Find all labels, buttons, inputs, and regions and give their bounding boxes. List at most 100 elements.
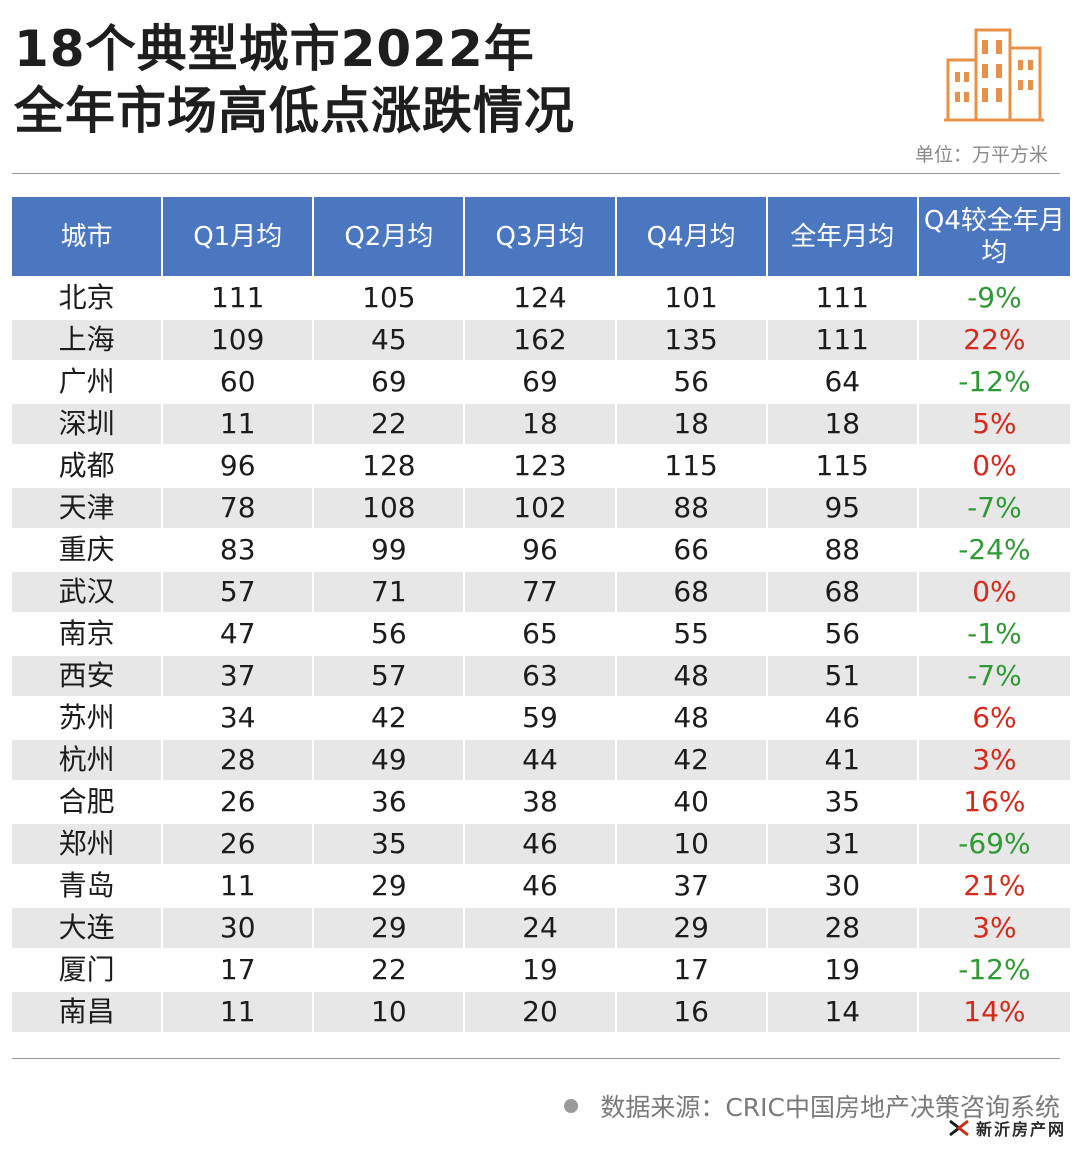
- value-cell: 30: [767, 864, 919, 906]
- value-cell: 40: [616, 780, 768, 822]
- value-cell: 51: [767, 654, 919, 696]
- value-cell: 68: [767, 570, 919, 612]
- value-cell: 66: [616, 528, 768, 570]
- value-cell: 111: [767, 276, 919, 318]
- table-row: 西安 37 57 63 48 51 -7%: [12, 654, 1070, 696]
- brand-name: 新沂房产网: [975, 1120, 1066, 1139]
- city-cell: 武汉: [12, 570, 164, 612]
- table-body: 北京 111 105 124 101 111 -9% 上海 109 45 162 135 111 22% 广…: [12, 276, 1070, 1032]
- table-row: 深圳 11 22 18 18 18 5%: [12, 402, 1070, 444]
- value-cell: 71: [314, 570, 466, 612]
- city-cell: 广州: [12, 360, 164, 402]
- value-cell: 19: [767, 948, 919, 990]
- value-cell: 111: [767, 318, 919, 360]
- table-row: 上海 109 45 162 135 111 22%: [12, 318, 1070, 360]
- value-cell: 78: [163, 486, 315, 528]
- value-cell: 124: [465, 276, 617, 318]
- value-cell: 14: [767, 990, 919, 1032]
- value-cell: 57: [314, 654, 466, 696]
- value-cell: 20: [465, 990, 617, 1032]
- value-cell: 16: [616, 990, 768, 1032]
- city-cell: 杭州: [12, 738, 164, 780]
- value-cell: 56: [314, 612, 466, 654]
- value-cell: 49: [314, 738, 466, 780]
- value-cell: 48: [616, 696, 768, 738]
- column-header: Q4较全年月均: [918, 197, 1070, 276]
- title-line-2: 全年市场高低点涨跌情况: [14, 82, 575, 140]
- brand-watermark: 新沂房产网: [948, 1116, 1066, 1140]
- city-cell: 北京: [12, 276, 164, 318]
- value-cell: 42: [616, 738, 768, 780]
- value-cell: 69: [314, 360, 466, 402]
- city-cell: 苏州: [12, 696, 164, 738]
- city-cell: 上海: [12, 318, 164, 360]
- data-table: 城市 Q1月均 Q2月均 Q3月均 Q4月均 全年月均 Q4较全年月均 北京 111 105 12…: [12, 197, 1070, 1032]
- value-cell: 22: [314, 948, 466, 990]
- value-cell: 29: [314, 906, 466, 948]
- value-cell: 5%: [918, 402, 1070, 444]
- value-cell: 29: [616, 906, 768, 948]
- source-text: 数据来源：CRIC中国房地产决策咨询系统: [600, 1093, 1060, 1122]
- value-cell: 16%: [918, 780, 1070, 822]
- value-cell: -12%: [918, 360, 1070, 402]
- value-cell: 128: [314, 444, 466, 486]
- value-cell: 95: [767, 486, 919, 528]
- value-cell: 18: [616, 402, 768, 444]
- value-cell: 45: [314, 318, 466, 360]
- value-cell: 10: [314, 990, 466, 1032]
- value-cell: 63: [465, 654, 617, 696]
- value-cell: 56: [616, 360, 768, 402]
- value-cell: -7%: [918, 486, 1070, 528]
- value-cell: 0%: [918, 444, 1070, 486]
- value-cell: 17: [163, 948, 315, 990]
- value-cell: 46: [465, 822, 617, 864]
- value-cell: 96: [465, 528, 617, 570]
- value-cell: 42: [314, 696, 466, 738]
- value-cell: 46: [465, 864, 617, 906]
- value-cell: 108: [314, 486, 466, 528]
- city-cell: 南昌: [12, 990, 164, 1032]
- value-cell: 17: [616, 948, 768, 990]
- value-cell: -1%: [918, 612, 1070, 654]
- city-cell: 重庆: [12, 528, 164, 570]
- value-cell: 3%: [918, 906, 1070, 948]
- value-cell: 105: [314, 276, 466, 318]
- city-cell: 厦门: [12, 948, 164, 990]
- value-cell: 30: [163, 906, 315, 948]
- value-cell: 10: [616, 822, 768, 864]
- value-cell: 48: [616, 654, 768, 696]
- value-cell: 111: [163, 276, 315, 318]
- table-row: 武汉 57 71 77 68 68 0%: [12, 570, 1070, 612]
- value-cell: 28: [163, 738, 315, 780]
- value-cell: 115: [767, 444, 919, 486]
- table-row: 成都 96 128 123 115 115 0%: [12, 444, 1070, 486]
- table-row: 北京 111 105 124 101 111 -9%: [12, 276, 1070, 318]
- value-cell: 123: [465, 444, 617, 486]
- table-row: 合肥 26 36 38 40 35 16%: [12, 780, 1070, 822]
- value-cell: 60: [163, 360, 315, 402]
- value-cell: 88: [767, 528, 919, 570]
- city-cell: 青岛: [12, 864, 164, 906]
- city-cell: 南京: [12, 612, 164, 654]
- title-line-1: 18个典型城市2022年: [14, 20, 535, 78]
- value-cell: 64: [767, 360, 919, 402]
- source-note: 数据来源：CRIC中国房地产决策咨询系统: [564, 1088, 1060, 1124]
- value-cell: 88: [616, 486, 768, 528]
- value-cell: 96: [163, 444, 315, 486]
- value-cell: 19: [465, 948, 617, 990]
- unit-label: 单位：万平方米: [914, 144, 1048, 166]
- table-row: 南京 47 56 65 55 56 -1%: [12, 612, 1070, 654]
- top-divider: [12, 173, 1060, 174]
- table-row: 苏州 34 42 59 48 46 6%: [12, 696, 1070, 738]
- value-cell: -12%: [918, 948, 1070, 990]
- value-cell: 35: [314, 822, 466, 864]
- table-row: 广州 60 69 69 56 64 -12%: [12, 360, 1070, 402]
- table-row: 大连 30 29 24 29 28 3%: [12, 906, 1070, 948]
- value-cell: 24: [465, 906, 617, 948]
- value-cell: 11: [163, 864, 315, 906]
- value-cell: 47: [163, 612, 315, 654]
- value-cell: 3%: [918, 738, 1070, 780]
- value-cell: 6%: [918, 696, 1070, 738]
- value-cell: 55: [616, 612, 768, 654]
- value-cell: -24%: [918, 528, 1070, 570]
